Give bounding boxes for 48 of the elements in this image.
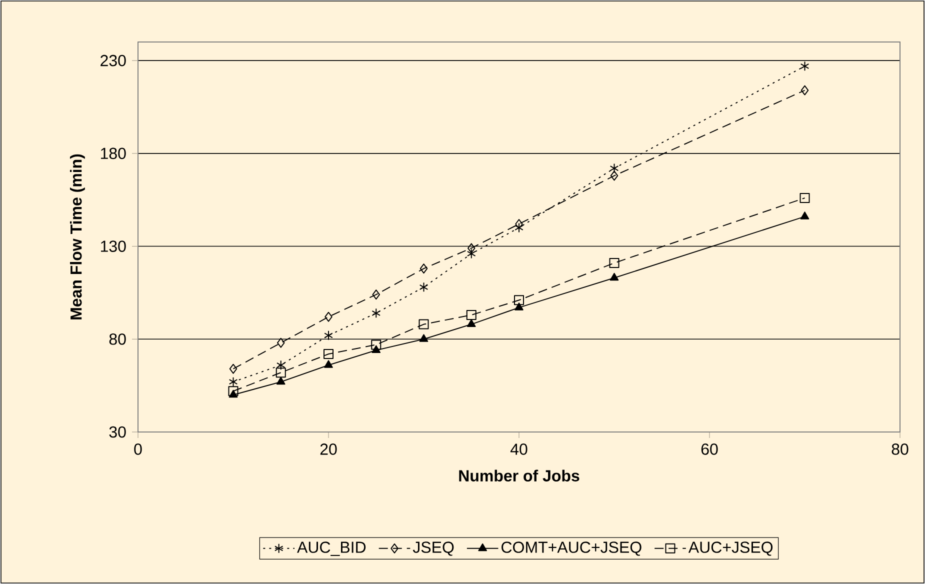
y-tick-label: 180 bbox=[101, 148, 126, 160]
point bbox=[420, 264, 428, 274]
point bbox=[276, 368, 286, 378]
y-tick-label: 230 bbox=[100, 54, 126, 66]
point bbox=[466, 310, 476, 320]
point bbox=[371, 340, 382, 350]
point bbox=[229, 364, 238, 374]
point bbox=[276, 360, 286, 370]
x-tick-label: 40 bbox=[510, 444, 528, 455]
point bbox=[466, 248, 476, 259]
point bbox=[277, 338, 285, 348]
point bbox=[324, 312, 332, 322]
legend-label: COMT+AUC+JSEQ bbox=[502, 542, 642, 556]
point bbox=[515, 219, 523, 229]
y-axis-title: Mean Flow Time (min) bbox=[70, 154, 85, 320]
point bbox=[800, 61, 810, 72]
y-tick-label: 130 bbox=[101, 240, 126, 252]
point bbox=[800, 212, 810, 220]
x-tick-label: 0 bbox=[134, 444, 142, 455]
x-tick-label: 20 bbox=[320, 444, 337, 455]
point bbox=[514, 302, 524, 310]
point bbox=[466, 319, 476, 328]
point bbox=[228, 386, 238, 396]
point bbox=[418, 319, 429, 330]
y-tick-label: 30 bbox=[109, 426, 126, 438]
point bbox=[609, 258, 620, 268]
x-axis-title: Number of Jobs bbox=[459, 470, 580, 482]
legend-label: JSEQ bbox=[412, 542, 454, 556]
point bbox=[228, 376, 238, 387]
point bbox=[372, 290, 380, 300]
point bbox=[419, 282, 428, 292]
point bbox=[324, 360, 333, 368]
point bbox=[468, 243, 476, 254]
legend-label: AUC_BID bbox=[297, 542, 366, 556]
point bbox=[800, 193, 810, 203]
point bbox=[800, 85, 809, 96]
point bbox=[324, 349, 334, 359]
point bbox=[610, 272, 619, 281]
point bbox=[276, 376, 286, 385]
point bbox=[324, 330, 333, 340]
y-tick-label: 80 bbox=[109, 333, 126, 345]
point bbox=[419, 334, 428, 342]
x-tick-label: 60 bbox=[701, 444, 718, 455]
point bbox=[514, 295, 524, 306]
point bbox=[372, 308, 381, 318]
point bbox=[514, 222, 524, 233]
x-tick-label: 80 bbox=[892, 444, 908, 455]
legend-label: AUC+JSEQ bbox=[688, 542, 773, 556]
